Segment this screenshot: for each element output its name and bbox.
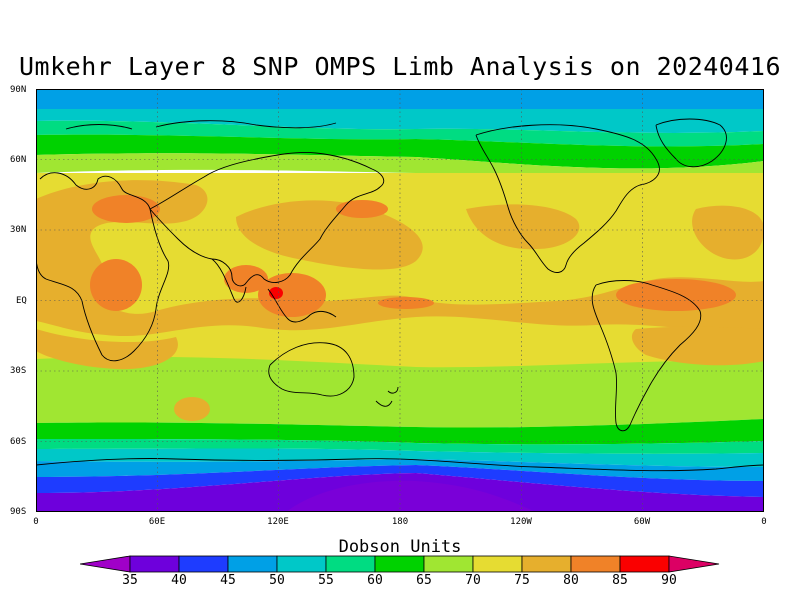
colorbar-level-label: 40 [171, 573, 187, 588]
coast-europe-africa [36, 172, 170, 362]
ozone-map [36, 89, 764, 512]
coastlines [36, 118, 764, 472]
coast-asia [149, 152, 385, 287]
coast-north-america [475, 124, 660, 273]
colorbar-level-label: 45 [220, 573, 236, 588]
lon-label-120w: 120W [510, 517, 532, 527]
coast-australia [268, 342, 355, 397]
colorbar-swatch [129, 555, 180, 573]
colorbar-level-label: 50 [269, 573, 285, 588]
colorbar-level-label: 60 [367, 573, 383, 588]
lat-label-90n: 90N [10, 85, 27, 95]
hotspot-equator-pacific [378, 297, 434, 309]
lon-label-120e: 120E [267, 517, 289, 527]
colorbar-swatch [472, 555, 523, 573]
coast-se-asia [267, 288, 337, 323]
colorbar-swatch [521, 555, 572, 573]
lon-label-180: 180 [391, 517, 409, 527]
colorbar-swatch [619, 555, 670, 573]
colorbar-swatch [570, 555, 621, 573]
colorbar-level-label: 90 [661, 573, 677, 588]
orange-patch-americas [692, 205, 764, 260]
coast-arctic-islands [65, 120, 337, 130]
colorbar [80, 555, 720, 573]
band-antarctic-purple-deep [286, 480, 536, 512]
lat-label-eq: EQ [16, 296, 27, 306]
lat-label-30s: 30S [10, 366, 27, 376]
colorbar-left-triangle [80, 555, 131, 573]
graticule [36, 89, 764, 512]
hotspot-pacific [336, 200, 388, 218]
orange-patch-north [236, 200, 423, 270]
band-south-lightgreen [36, 356, 764, 428]
lon-label-0-right: 0 [761, 517, 767, 527]
coast-south-america [591, 280, 702, 432]
colorbar-level-label: 65 [416, 573, 432, 588]
map-border [36, 89, 764, 512]
lon-label-60w: 60W [633, 517, 651, 527]
band-south-lightblue [36, 459, 764, 481]
band-north-seagreen [36, 120, 764, 147]
hotspot-brazil [616, 279, 736, 311]
colorbar-swatch [276, 555, 327, 573]
band-north-green [36, 134, 764, 169]
orange-patch-pacific-north [466, 204, 580, 250]
colorbar-right-triangle [668, 555, 720, 573]
coast-india [211, 258, 247, 303]
hotspot-indonesia [258, 273, 326, 317]
lon-label-0-left: 0 [33, 517, 39, 527]
lat-label-60n: 60N [10, 155, 27, 165]
colorbar-level-label: 85 [612, 573, 628, 588]
band-south-cyan [36, 448, 764, 467]
hotspot-sahara-south [90, 259, 142, 311]
lat-label-30n: 30N [10, 225, 27, 235]
colorbar-level-label: 75 [514, 573, 530, 588]
coast-greenland [655, 118, 727, 168]
colorbar-level-label: 55 [318, 573, 334, 588]
lat-label-90s: 90S [10, 507, 27, 517]
colorbar-swatch [178, 555, 229, 573]
colorbar-level-label: 80 [563, 573, 579, 588]
colorbar-title: Dobson Units [338, 537, 462, 557]
band-south-seagreen [36, 439, 764, 454]
orange-patch-south-east [631, 326, 764, 366]
orange-patch-south-west [36, 329, 178, 370]
coast-new-zealand [375, 386, 399, 407]
lon-label-60e: 60E [148, 517, 166, 527]
colorbar-level-label: 35 [122, 573, 138, 588]
colorbar-swatch [423, 555, 474, 573]
colorbar-swatch [325, 555, 376, 573]
colorbar-level-label: 70 [465, 573, 481, 588]
map-title: Umkehr Layer 8 SNP OMPS Limb Analysis on… [18, 52, 781, 81]
hotspot-indian [224, 265, 268, 293]
hotspot-sahara [92, 195, 160, 223]
colorbar-swatch [374, 555, 425, 573]
patch-south-indian-orange [174, 397, 210, 421]
colorbar-swatch [227, 555, 278, 573]
band-south-blue [36, 465, 764, 497]
coast-antarctica [36, 458, 764, 472]
lat-label-60s: 60S [10, 437, 27, 447]
